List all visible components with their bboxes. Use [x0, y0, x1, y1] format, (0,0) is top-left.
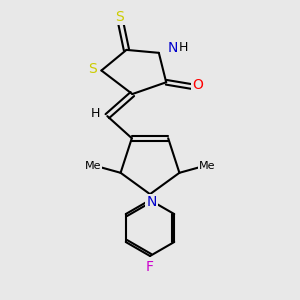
Text: H: H — [90, 107, 100, 120]
Text: N: N — [168, 40, 178, 55]
Text: S: S — [88, 62, 97, 76]
Text: Me: Me — [199, 161, 215, 171]
Text: O: O — [193, 78, 203, 92]
Text: N: N — [146, 195, 157, 209]
Text: F: F — [146, 260, 154, 274]
Text: S: S — [115, 10, 124, 24]
Text: Me: Me — [85, 161, 101, 171]
Text: H: H — [178, 41, 188, 54]
